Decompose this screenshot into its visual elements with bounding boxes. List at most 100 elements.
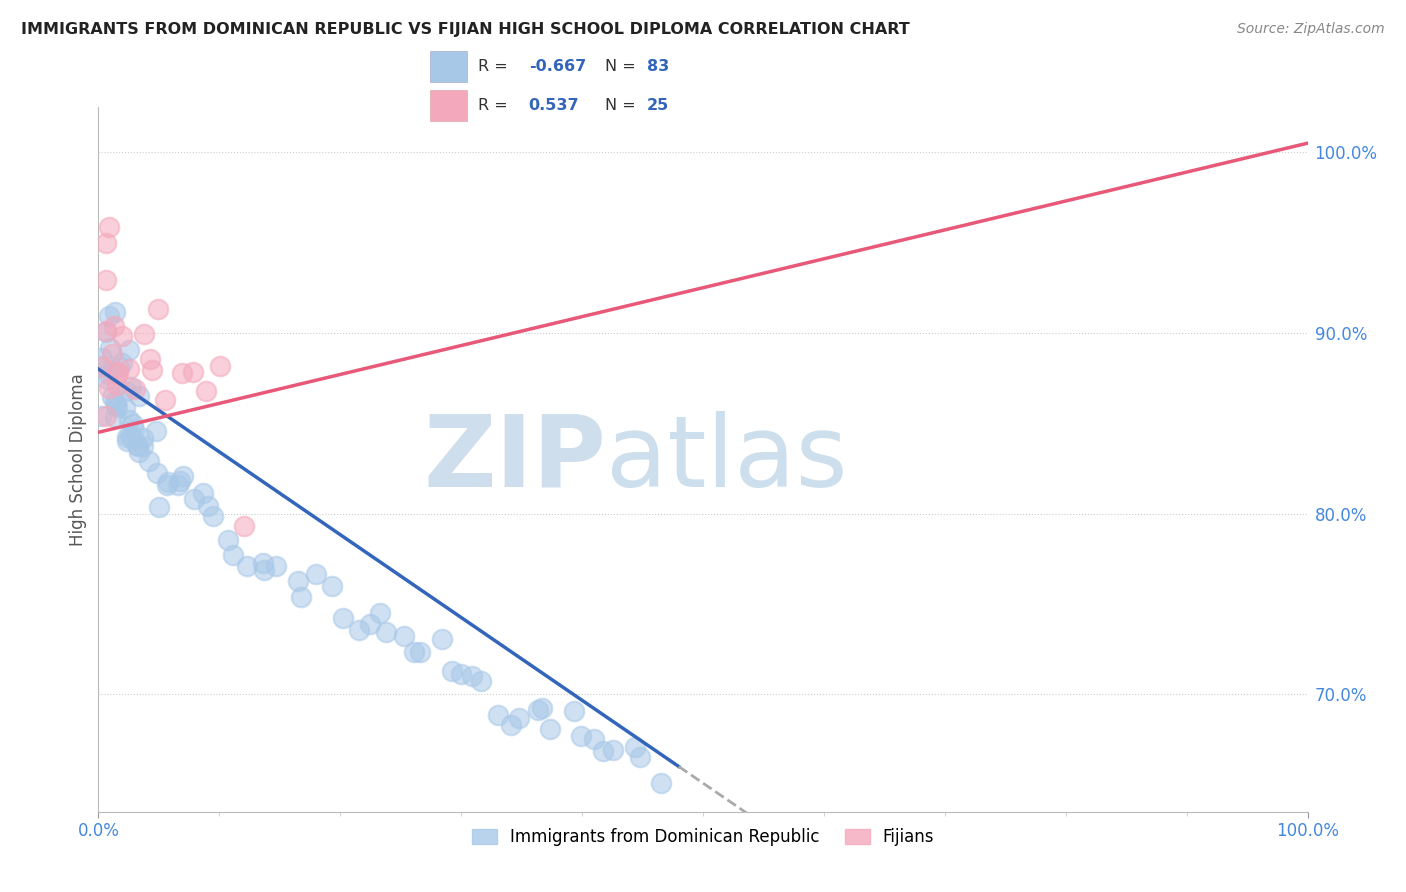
Point bbox=[103, 318, 125, 333]
Point bbox=[287, 574, 309, 589]
Point bbox=[105, 400, 128, 414]
Point bbox=[650, 776, 672, 790]
Point bbox=[115, 384, 138, 399]
Point bbox=[94, 235, 117, 250]
Point bbox=[359, 616, 381, 631]
Point bbox=[222, 548, 245, 562]
Point bbox=[100, 390, 122, 404]
Point bbox=[107, 360, 129, 375]
Point bbox=[402, 645, 425, 659]
Bar bbox=[430, 52, 467, 82]
Point bbox=[202, 508, 225, 523]
Point bbox=[118, 413, 141, 427]
Point bbox=[114, 401, 136, 416]
Point bbox=[440, 664, 463, 678]
Text: IMMIGRANTS FROM DOMINICAN REPUBLIC VS FIJIAN HIGH SCHOOL DIPLOMA CORRELATION CHA: IMMIGRANTS FROM DOMINICAN REPUBLIC VS FI… bbox=[21, 22, 910, 37]
Point bbox=[121, 417, 143, 431]
Point bbox=[217, 533, 239, 547]
Point bbox=[409, 644, 432, 658]
Point bbox=[347, 624, 370, 638]
Point bbox=[156, 475, 179, 489]
Point bbox=[209, 359, 232, 373]
Point bbox=[134, 326, 156, 341]
Point bbox=[562, 704, 585, 718]
Point bbox=[107, 378, 129, 392]
Point bbox=[89, 359, 111, 374]
Point bbox=[592, 744, 614, 758]
Point bbox=[172, 468, 194, 483]
Text: 25: 25 bbox=[647, 98, 669, 113]
Point bbox=[118, 362, 141, 376]
Point bbox=[111, 328, 134, 343]
Text: N =: N = bbox=[605, 59, 636, 74]
Point bbox=[94, 273, 117, 287]
Point bbox=[236, 558, 259, 573]
Point bbox=[97, 381, 120, 395]
Point bbox=[90, 409, 112, 423]
Text: R =: R = bbox=[478, 59, 508, 74]
Point bbox=[461, 669, 484, 683]
Point bbox=[141, 363, 163, 377]
Point bbox=[332, 611, 354, 625]
Point bbox=[374, 624, 396, 639]
Point bbox=[167, 477, 190, 491]
Point bbox=[104, 394, 127, 409]
Point bbox=[118, 343, 141, 357]
Point bbox=[470, 674, 492, 689]
Point bbox=[148, 500, 170, 514]
Point bbox=[128, 445, 150, 459]
Point bbox=[96, 324, 118, 338]
Point bbox=[530, 701, 553, 715]
Point bbox=[538, 722, 561, 736]
Point bbox=[181, 365, 204, 379]
Point bbox=[486, 707, 509, 722]
Point bbox=[98, 219, 121, 234]
Point bbox=[501, 718, 523, 732]
Point bbox=[321, 578, 343, 592]
Point bbox=[146, 467, 169, 481]
Point bbox=[392, 629, 415, 643]
Point bbox=[569, 729, 592, 743]
Point bbox=[508, 711, 530, 725]
Point bbox=[138, 454, 160, 468]
Point bbox=[105, 399, 128, 413]
Point bbox=[104, 305, 127, 319]
Point bbox=[97, 367, 120, 381]
Point bbox=[252, 556, 274, 570]
Legend: Immigrants from Dominican Republic, Fijians: Immigrants from Dominican Republic, Fiji… bbox=[465, 822, 941, 853]
Point bbox=[90, 360, 112, 375]
Point bbox=[170, 366, 193, 380]
Point bbox=[120, 380, 142, 394]
Point bbox=[582, 732, 605, 747]
Point bbox=[111, 356, 134, 370]
Point bbox=[624, 740, 647, 755]
Point bbox=[430, 632, 453, 647]
Point bbox=[94, 409, 117, 424]
Point bbox=[156, 478, 179, 492]
Y-axis label: High School Diploma: High School Diploma bbox=[69, 373, 87, 546]
Text: R =: R = bbox=[478, 98, 508, 113]
Text: atlas: atlas bbox=[606, 411, 848, 508]
Point bbox=[105, 368, 128, 382]
Point bbox=[96, 372, 118, 386]
Point bbox=[153, 392, 176, 407]
Point bbox=[104, 410, 127, 425]
Text: 0.537: 0.537 bbox=[529, 98, 579, 113]
Point bbox=[139, 352, 162, 367]
Point bbox=[90, 351, 112, 365]
Bar bbox=[430, 90, 467, 120]
Point bbox=[118, 428, 141, 442]
Point bbox=[602, 743, 624, 757]
Text: ZIP: ZIP bbox=[423, 411, 606, 508]
Point bbox=[122, 423, 145, 437]
Point bbox=[146, 301, 169, 316]
Point bbox=[193, 485, 215, 500]
Text: 83: 83 bbox=[647, 59, 669, 74]
Point bbox=[124, 382, 146, 396]
Point bbox=[121, 432, 143, 446]
Point bbox=[183, 492, 205, 507]
Point bbox=[128, 389, 150, 403]
Point bbox=[370, 606, 392, 620]
Text: -0.667: -0.667 bbox=[529, 59, 586, 74]
Point bbox=[628, 750, 651, 764]
